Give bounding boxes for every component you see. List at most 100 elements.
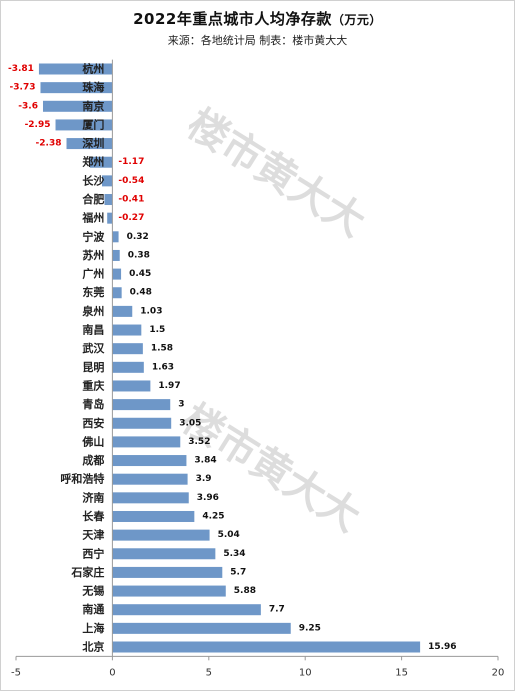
category-label: 北京: [82, 640, 104, 654]
category-label: 济南: [82, 490, 104, 504]
value-label: 5.04: [218, 530, 240, 540]
category-label: 杭州: [82, 62, 104, 76]
category-label: 南通: [82, 602, 104, 616]
bar: [66, 138, 113, 150]
category-label: 厦门: [82, 117, 104, 131]
value-label: 4.25: [202, 511, 224, 521]
bar: [55, 119, 113, 131]
x-tick-label: 20: [492, 668, 505, 679]
category-label: 苏州: [82, 248, 104, 262]
category-label: 武汉: [82, 341, 105, 355]
category-label: 长沙: [82, 173, 104, 187]
category-label: 西宁: [82, 546, 104, 560]
value-label: 3.84: [194, 456, 216, 466]
bar: [40, 82, 113, 94]
value-label: 5.7: [230, 567, 246, 577]
category-label: 佛山: [81, 434, 104, 448]
bar: [112, 566, 223, 578]
bar: [112, 343, 143, 355]
bar: [112, 231, 119, 243]
watermark-text: 楼市黄大大: [179, 101, 373, 246]
chart-subtitle: 来源：各地统计局 制表：楼市黄大大: [167, 34, 348, 47]
bar: [101, 175, 113, 187]
bar: [112, 585, 226, 597]
chart-title-unit: （万元）: [331, 13, 382, 27]
category-label: 上海: [82, 621, 104, 635]
value-label: 7.7: [269, 605, 285, 615]
category-label: 天津: [82, 528, 104, 542]
bar: [112, 417, 172, 429]
bar: [112, 622, 291, 634]
category-label: 呼和浩特: [60, 472, 104, 486]
bar: [104, 194, 113, 206]
value-label: 1.97: [158, 381, 180, 391]
value-label: 1.63: [152, 362, 174, 372]
category-label: 昆明: [82, 361, 104, 374]
bar: [112, 548, 216, 560]
x-tick-label: 0: [109, 668, 115, 679]
x-tick-label: 10: [299, 668, 312, 679]
bar: [112, 529, 210, 541]
bar: [112, 455, 187, 467]
value-label: 5.88: [234, 586, 256, 596]
category-label: 东莞: [82, 285, 104, 299]
bar: [112, 361, 144, 373]
value-label: 3.96: [197, 493, 219, 503]
bar: [112, 287, 122, 299]
category-label: 珠海: [82, 80, 104, 94]
chart-title: 2022年重点城市人均净存款（万元）: [0, 8, 515, 29]
value-label: 3.9: [196, 474, 212, 484]
category-label: 广州: [82, 267, 104, 281]
bar: [112, 641, 421, 653]
category-label: 无锡: [81, 584, 104, 598]
value-label: 1.03: [140, 306, 162, 316]
value-label: 0.38: [128, 250, 150, 260]
value-label: 1.58: [151, 344, 173, 354]
bar: [107, 212, 113, 224]
category-label: 西安: [82, 416, 104, 430]
bar: [112, 492, 189, 504]
chart-title-text: 2022年重点城市人均净存款: [133, 10, 332, 28]
value-label: 15.96: [428, 642, 456, 652]
category-label: 成都: [82, 453, 104, 467]
category-label: 深圳: [82, 136, 104, 150]
bar-group: 杭州 -3.81 珠海 -3.73 南京 -3.6 厦门 -2.95 深圳 -2.38 郑州 -1.1…: [8, 62, 457, 654]
bar: [112, 473, 188, 485]
category-label: 福州: [81, 211, 104, 225]
value-label: -3.73: [10, 83, 36, 93]
bar: [112, 604, 261, 616]
bar: [42, 100, 113, 112]
bar: [112, 268, 122, 280]
value-label: 3.05: [179, 418, 201, 428]
category-label: 宁波: [82, 229, 105, 243]
value-label: 0.32: [127, 232, 149, 242]
category-label: 南昌: [82, 323, 104, 337]
value-label: 0.48: [130, 288, 152, 298]
value-label: -2.38: [36, 139, 62, 149]
category-label: 石家庄: [70, 565, 104, 579]
x-tick-label: -5: [11, 668, 21, 679]
category-label: 南京: [82, 99, 104, 113]
x-tick-label: 15: [395, 668, 408, 679]
bar: [112, 510, 195, 522]
value-label: 3.52: [188, 437, 210, 447]
bar: [89, 156, 113, 168]
value-label: 3: [178, 400, 184, 410]
bar: [112, 324, 142, 336]
value-label: -1.17: [118, 157, 144, 167]
bar: [38, 63, 113, 75]
value-label: -3.6: [18, 101, 38, 111]
value-label: 9.25: [299, 623, 321, 633]
category-label: 长春: [82, 509, 105, 523]
value-label: 5.34: [223, 549, 245, 559]
value-label: -0.27: [118, 213, 144, 223]
category-label: 合肥: [82, 192, 104, 206]
value-label: -3.81: [8, 64, 34, 74]
bar: [112, 399, 171, 411]
bar: [112, 380, 151, 392]
bar: [112, 305, 133, 317]
value-label: -0.41: [118, 195, 144, 205]
bar: [112, 249, 120, 261]
